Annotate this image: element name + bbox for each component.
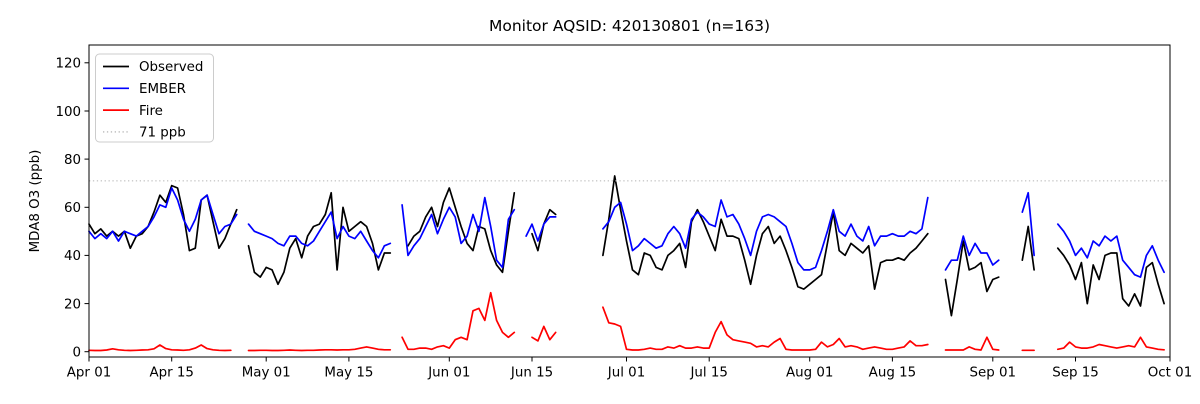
observed-line-segment xyxy=(407,187,516,274)
legend-label: Observed xyxy=(139,60,203,75)
ember-line-segment xyxy=(1056,223,1165,278)
observed-line-segment xyxy=(602,175,929,290)
fire-line-segment xyxy=(401,291,516,351)
legend-label: Fire xyxy=(139,104,163,119)
ember-line-segment xyxy=(602,196,929,271)
y-tick-label: 20 xyxy=(64,297,81,312)
fire-line-segment xyxy=(531,325,557,342)
fire-line-segment xyxy=(88,344,232,352)
plot-border xyxy=(88,44,1171,358)
ember-line-segment xyxy=(88,187,238,242)
observed-line-segment xyxy=(1021,225,1035,271)
x-tick-label: Apr 15 xyxy=(149,366,193,381)
y-tick-label: 0 xyxy=(72,346,81,361)
y-axis-label: MDA8 O3 (ppb) xyxy=(28,150,43,253)
x-tick-label: Jul 15 xyxy=(689,366,727,381)
y-tick-label: 80 xyxy=(64,153,81,168)
y-tick-label: 40 xyxy=(64,249,81,264)
legend-label: EMBER xyxy=(139,82,186,97)
x-tick-label: Sep 15 xyxy=(1052,366,1099,381)
fire-line-segment xyxy=(602,306,929,351)
plot-frame xyxy=(88,44,1171,358)
legend: Observed EMBER Fire 71 ppb xyxy=(95,53,214,143)
ember-line-segment xyxy=(401,196,516,269)
x-tick-label: Jul 01 xyxy=(607,366,645,381)
fire-line-segment xyxy=(247,346,392,352)
y-tick-label: 60 xyxy=(64,201,81,216)
chart-title: Monitor AQSID: 420130801 (n=163) xyxy=(489,17,770,35)
x-tick-label: May 01 xyxy=(242,366,291,381)
x-tick-label: Aug 01 xyxy=(786,366,833,381)
x-tick-label: Oct 01 xyxy=(1148,366,1192,381)
ember-line-segment xyxy=(525,216,557,242)
observed-line-segment xyxy=(944,240,1000,317)
x-tick-label: Apr 01 xyxy=(67,366,111,381)
x-tick-label: Aug 15 xyxy=(869,366,916,381)
y-tick-label: 120 xyxy=(55,57,81,72)
observed-line-segment xyxy=(247,191,392,286)
x-tick-label: Jun 01 xyxy=(427,366,470,381)
fire-line-segment xyxy=(1056,336,1165,351)
x-tick-label: Jun 15 xyxy=(510,366,553,381)
y-tick-label: 100 xyxy=(55,105,81,120)
ember-line-segment xyxy=(944,235,1000,271)
ember-line-segment xyxy=(1021,191,1035,257)
legend-label: 71 ppb xyxy=(139,126,186,141)
series-lines xyxy=(88,175,1165,352)
x-tick-label: May 15 xyxy=(324,366,373,381)
ember-line-segment xyxy=(247,211,392,259)
x-tick-label: Sep 01 xyxy=(970,366,1017,381)
observed-line-segment xyxy=(1056,247,1165,307)
legend-box xyxy=(95,53,214,143)
fire-line-segment xyxy=(944,336,1000,351)
observed-line-segment xyxy=(531,208,557,252)
axis-ticks: Apr 01 Apr 15 May 01 May 15 Jun 01 Jun 15 Jul … xyxy=(55,57,1192,381)
